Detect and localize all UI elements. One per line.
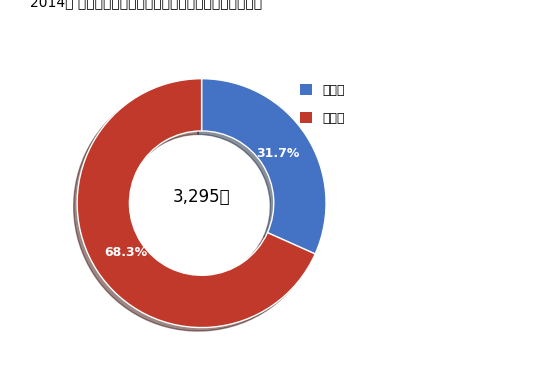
Text: 3,295人: 3,295人 [173,188,230,206]
Text: 2014年 商業の従業者数にしめる卸売業と小売業のシェア: 2014年 商業の従業者数にしめる卸売業と小売業のシェア [30,0,263,9]
Legend: 小売業, 卵売業: 小売業, 卵売業 [295,79,350,130]
Text: 68.3%: 68.3% [104,246,147,259]
Wedge shape [202,79,326,254]
Wedge shape [77,79,315,328]
Text: 31.7%: 31.7% [256,147,300,160]
